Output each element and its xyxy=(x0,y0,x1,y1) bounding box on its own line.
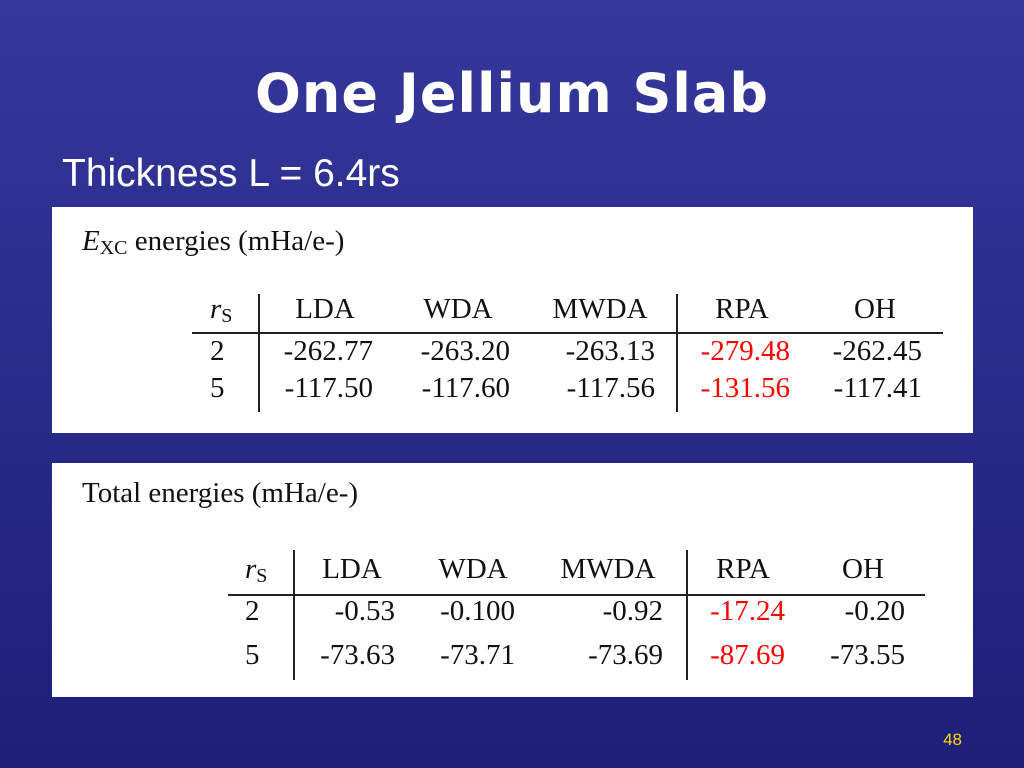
table-cell: -73.55 xyxy=(830,639,905,671)
table-cell: -263.20 xyxy=(420,335,510,367)
rule xyxy=(258,294,260,412)
slide-title: One Jellium Slab xyxy=(254,62,770,125)
header-symbol: r xyxy=(245,553,257,585)
column-header: RPA xyxy=(716,553,770,585)
table-cell: -73.63 xyxy=(320,639,395,671)
column-header: WDA xyxy=(438,553,508,585)
slide-subtitle: Thickness L = 6.4rs xyxy=(62,152,400,195)
table-cell: -117.60 xyxy=(421,372,510,404)
table-cell: -279.48 xyxy=(700,335,790,367)
rs-value: 2 xyxy=(210,335,225,367)
column-header: LDA xyxy=(295,293,355,325)
rule xyxy=(192,332,943,334)
table-cell: -262.77 xyxy=(283,335,373,367)
table-cell: -87.69 xyxy=(710,639,785,671)
rs-header: rS xyxy=(245,553,268,587)
caption-text: Total energies (mHa/e-) xyxy=(82,477,359,509)
table-cell: -0.20 xyxy=(844,595,905,627)
table-cell: -117.56 xyxy=(566,372,655,404)
rule xyxy=(686,550,688,680)
column-header: LDA xyxy=(322,553,382,585)
table-caption: EXC energies (mHa/e-) xyxy=(82,225,345,259)
header-subscript: S xyxy=(221,305,233,327)
header-subscript: S xyxy=(256,565,268,587)
column-header: RPA xyxy=(715,293,769,325)
table-cell: -0.53 xyxy=(334,595,395,627)
table-cell: -262.45 xyxy=(832,335,922,367)
table-cell: -117.50 xyxy=(284,372,373,404)
header-symbol: r xyxy=(210,293,222,325)
caption-subscript: XC xyxy=(99,237,128,259)
rs-value: 2 xyxy=(245,595,260,627)
table-cell: -0.92 xyxy=(602,595,663,627)
column-header: WDA xyxy=(423,293,493,325)
rule xyxy=(676,294,678,412)
table-cell: -17.24 xyxy=(710,595,785,627)
page-number: 48 xyxy=(943,730,962,749)
table-panel: EXC energies (mHa/e-) rS LDA WDA MWDA RPA OH 2 -… xyxy=(52,207,973,433)
table-cell: -263.13 xyxy=(565,335,655,367)
table-panel: Total energies (mHa/e-) rS LDA WDA MWDA RPA OH… xyxy=(52,463,973,697)
table-cell: -117.41 xyxy=(833,372,922,404)
table-cell: -0.100 xyxy=(440,595,515,627)
caption-symbol: E xyxy=(82,225,100,257)
rs-value: 5 xyxy=(210,372,225,404)
table-cell: -131.56 xyxy=(700,372,790,404)
column-header: OH xyxy=(854,293,896,325)
rs-header: rS xyxy=(210,293,233,327)
rule xyxy=(293,550,295,680)
table-cell: -73.71 xyxy=(440,639,515,671)
caption-text: energies (mHa/e-) xyxy=(134,225,345,257)
table-caption: Total energies (mHa/e-) xyxy=(82,479,358,508)
column-header: MWDA xyxy=(552,293,648,325)
column-header: OH xyxy=(842,553,884,585)
rs-value: 5 xyxy=(245,639,260,671)
table-cell: -73.69 xyxy=(588,639,663,671)
column-header: MWDA xyxy=(560,553,656,585)
rule xyxy=(228,594,925,596)
